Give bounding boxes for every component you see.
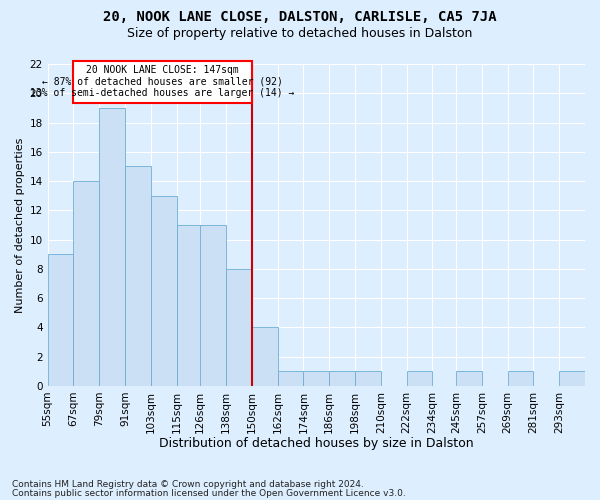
Text: 13% of semi-detached houses are larger (14) →: 13% of semi-detached houses are larger (… [31,88,295,98]
Bar [252,328,278,386]
Bar [226,269,252,386]
Text: ← 87% of detached houses are smaller (92): ← 87% of detached houses are smaller (92… [42,76,283,86]
Text: Contains public sector information licensed under the Open Government Licence v3: Contains public sector information licen… [12,489,406,498]
Bar [73,181,99,386]
Bar [329,371,355,386]
FancyBboxPatch shape [73,61,252,104]
Text: Contains HM Land Registry data © Crown copyright and database right 2024.: Contains HM Land Registry data © Crown c… [12,480,364,489]
Bar [99,108,125,386]
Bar [176,225,202,386]
X-axis label: Distribution of detached houses by size in Dalston: Distribution of detached houses by size … [159,437,473,450]
Bar [407,371,433,386]
Bar [304,371,329,386]
Bar [278,371,304,386]
Bar [355,371,381,386]
Text: 20, NOOK LANE CLOSE, DALSTON, CARLISLE, CA5 7JA: 20, NOOK LANE CLOSE, DALSTON, CARLISLE, … [103,10,497,24]
Bar [200,225,226,386]
Bar [559,371,585,386]
Text: Size of property relative to detached houses in Dalston: Size of property relative to detached ho… [127,28,473,40]
Bar [125,166,151,386]
Bar [508,371,533,386]
Bar [456,371,482,386]
Text: 20 NOOK LANE CLOSE: 147sqm: 20 NOOK LANE CLOSE: 147sqm [86,64,239,74]
Bar [151,196,176,386]
Y-axis label: Number of detached properties: Number of detached properties [16,137,25,312]
Bar [47,254,73,386]
